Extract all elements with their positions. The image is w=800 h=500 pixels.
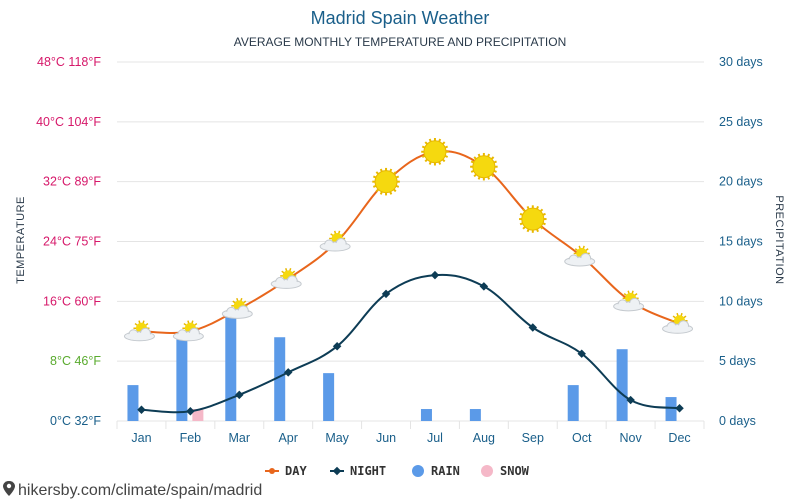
legend-label: DAY [285,464,307,478]
x-tick-label: Jul [427,431,443,445]
sun-icon [470,152,498,181]
night-point [479,282,489,291]
pin-icon [3,481,15,496]
legend-item-snow: SNOW [481,464,530,478]
night-point [430,270,440,280]
rain-bar [665,397,677,421]
legend: DAY NIGHT RAIN SNOW [265,464,530,478]
right-tick-label: 30 days [719,55,763,69]
legend-item-rain: RAIN [412,464,460,478]
night-point [283,368,293,377]
right-tick-label: 20 days [719,175,763,189]
x-tick-label: Oct [572,431,592,445]
rain-bar [323,373,335,421]
night-point [528,323,538,332]
right-axis-title: PRECIPITATION [773,195,785,284]
partly-cloudy-icon [221,297,253,319]
night-line [141,273,680,414]
watermark: hikersby.com/climate/spain/madrid [3,481,262,499]
x-tick-label: Jan [131,431,151,445]
temperature-lines [137,150,684,416]
partly-cloudy-icon [123,320,155,342]
rain-bar [616,349,628,421]
rain-bar [176,337,188,421]
x-tick-label: Feb [180,431,202,445]
sun-icon [421,138,449,166]
night-point [626,395,635,405]
x-tick-label: Jun [376,431,396,445]
night-point [381,289,391,299]
right-tick-label: 25 days [719,115,763,129]
legend-item-night: NIGHT [330,464,386,478]
left-tick-label: 0°C 32°F [50,414,101,428]
x-tick-label: Dec [668,431,690,445]
right-tick-label: 15 days [719,235,763,249]
x-tick-label: Mar [229,431,251,445]
legend-label: SNOW [500,464,530,478]
left-tick-label: 48°C 118°F [37,55,101,69]
chart-title: Madrid Spain Weather [311,8,490,28]
x-tick-label: Aug [473,431,495,445]
legend-label: RAIN [431,464,460,478]
rain-bar [567,385,579,421]
night-point [675,404,684,413]
left-tick-label: 8°C 46°F [50,354,101,368]
left-axis-ticks: 0°C 32°F 8°C 46°F 16°C 60°F 24°C 75°F 32°C 8… [36,55,101,428]
partly-cloudy-icon [319,230,351,252]
weather-icons [123,138,694,342]
right-tick-label: 0 days [719,414,756,428]
night-point [577,349,586,358]
x-tick-label: Sep [522,431,544,445]
right-tick-label: 5 days [719,354,756,368]
right-tick-label: 10 days [719,294,763,308]
legend-item-day: DAY [265,464,307,478]
rain-bar [127,385,139,421]
rain-bar [420,409,432,421]
partly-cloudy-icon [662,312,694,334]
snow-bar [192,409,204,421]
left-tick-label: 16°C 60°F [43,294,101,308]
left-tick-label: 24°C 75°F [43,235,101,249]
x-tick-label: Apr [278,431,297,445]
legend-label: NIGHT [350,464,386,478]
night-point [332,341,342,351]
left-tick-label: 32°C 89°F [43,175,101,189]
sun-icon [372,167,400,196]
left-tick-label: 40°C 104°F [36,115,101,129]
night-point [186,407,195,416]
rain-bar [469,409,481,421]
precipitation-bars [127,313,677,421]
chart-subtitle: AVERAGE MONTHLY TEMPERATURE AND PRECIPIT… [234,35,567,49]
watermark-text[interactable]: hikersby.com/climate/spain/madrid [18,482,262,499]
x-axis-ticks: Jan Feb Mar Apr May Jun Jul Aug Sep Oct Nov Dec [131,431,690,445]
grid-lines [116,61,705,429]
partly-cloudy-icon [564,245,596,267]
night-point [235,390,244,400]
night-point [137,405,146,415]
x-tick-label: May [325,431,349,445]
sun-icon [519,205,547,233]
partly-cloudy-icon [613,290,645,312]
right-axis-ticks: 0 days 5 days 10 days 15 days 20 days 25 days… [719,55,763,428]
day-line [141,150,680,335]
partly-cloudy-icon [270,268,302,289]
left-axis-title: TEMPERATURE [15,196,27,284]
rain-bar [225,313,237,421]
rain-bar [274,337,286,421]
partly-cloudy-icon [172,320,204,342]
x-tick-label: Nov [620,431,643,445]
